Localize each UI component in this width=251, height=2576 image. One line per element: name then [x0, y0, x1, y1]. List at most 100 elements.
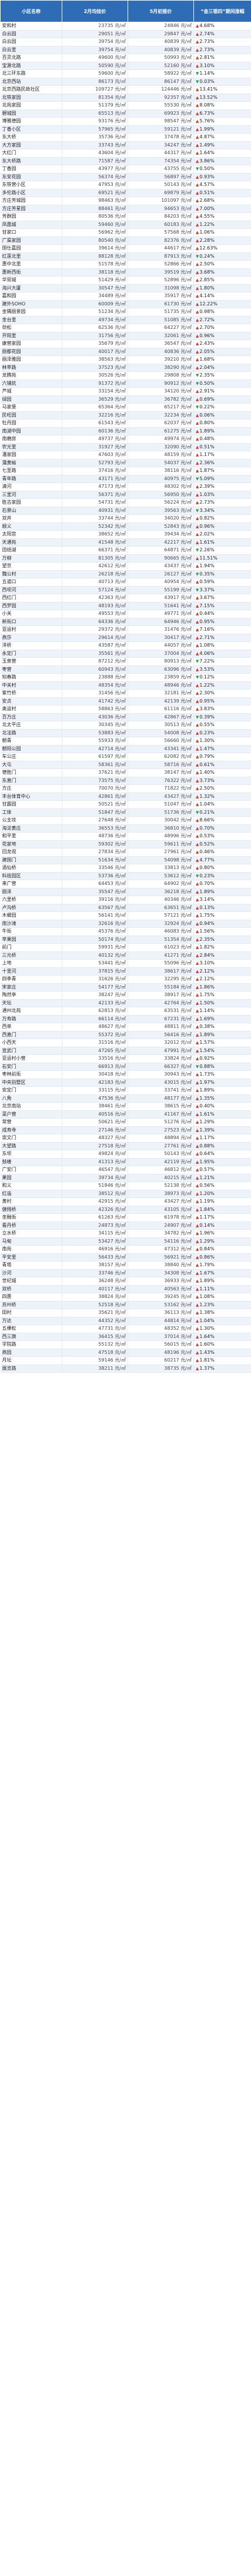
table-row: 五棵松 47731 元/㎡ 48352 元/㎡ ▲1.30%: [0, 1324, 251, 1333]
feb-price-value: 65364: [98, 404, 113, 410]
price-unit: 元/㎡: [115, 372, 126, 378]
arrow-up-icon: ▲: [196, 746, 199, 751]
price-unit: 元/㎡: [180, 1016, 192, 1021]
price-unit: 元/㎡: [180, 269, 192, 275]
feb-price-cell: 33516 元/㎡: [62, 1054, 128, 1063]
may-price-cell: 56224 元/㎡: [128, 498, 194, 507]
change-value: 1.47%: [199, 745, 215, 751]
change-value: 2.30%: [199, 690, 215, 696]
change-value: 1.94%: [199, 563, 215, 569]
header-change: “金三银四”期间涨幅: [193, 0, 251, 22]
may-price-value: 32090: [164, 444, 179, 450]
may-price-value: 29847: [164, 31, 179, 36]
community-name: 太阳宫: [0, 530, 62, 539]
change-value: 1.08%: [199, 643, 215, 648]
table-row: 嘉和园 34489 元/㎡ 35917 元/㎡ ▲4.14%: [0, 292, 251, 301]
may-price-value: 34020: [164, 515, 179, 521]
change-value: 0.13%: [199, 904, 215, 910]
price-unit: 元/㎡: [180, 754, 192, 760]
may-price-cell: 44814 元/㎡: [128, 1317, 194, 1325]
table-row: 大方家园 33743 元/㎡ 34247 元/㎡ ▲1.49%: [0, 141, 251, 149]
may-price-value: 82376: [164, 237, 179, 243]
may-price-value: 61730: [164, 301, 179, 307]
change-cell: ▲1.89%: [193, 1031, 251, 1039]
may-price-value: 43341: [164, 745, 179, 751]
community-name: 东铁营小区: [0, 181, 62, 189]
feb-price-value: 51429: [98, 277, 113, 283]
may-price-cell: 46812 元/㎡: [128, 1166, 194, 1174]
feb-price-value: 35621: [98, 1310, 113, 1316]
change-cell: ▲6.73%: [193, 109, 251, 118]
feb-price-value: 29051: [98, 31, 113, 36]
feb-price-cell: 35679 元/㎡: [62, 340, 128, 348]
table-row: 酒仙桥 33546 元/㎡ 33813 元/㎡ ▲0.80%: [0, 864, 251, 873]
may-price-cell: 69879 元/㎡: [128, 189, 194, 197]
community-name: 南磨房: [0, 435, 62, 444]
may-price-cell: 32181 元/㎡: [128, 689, 194, 698]
may-price-value: 55199: [164, 587, 179, 593]
feb-price-cell: 48193 元/㎡: [62, 602, 128, 610]
feb-price-cell: 51847 元/㎡: [62, 808, 128, 817]
table-row: 西红门 42363 元/㎡ 43917 元/㎡ ▲3.67%: [0, 594, 251, 603]
price-unit: 元/㎡: [180, 618, 192, 624]
community-name: 金台里: [0, 316, 62, 324]
may-price-cell: 39210 元/㎡: [128, 355, 194, 364]
table-row: 田村 35621 元/㎡ 36113 元/㎡ ▲1.38%: [0, 1309, 251, 1317]
feb-price-cell: 53441 元/㎡: [62, 959, 128, 968]
price-unit: 元/㎡: [115, 1294, 126, 1300]
feb-price-cell: 66913 元/㎡: [62, 1063, 128, 1071]
change-value: 1.84%: [199, 1206, 215, 1212]
change-value: 1.43%: [199, 1349, 215, 1355]
arrow-up-icon: ▲: [196, 897, 199, 903]
feb-price-cell: 47731 元/㎡: [62, 1324, 128, 1333]
feb-price-cell: 70070 元/㎡: [62, 784, 128, 793]
change-value: 1.08%: [199, 1294, 215, 1300]
change-cell: ▲0.80%: [193, 419, 251, 428]
arrow-up-icon: ▲: [196, 929, 199, 934]
price-unit: 元/㎡: [180, 761, 192, 767]
change-value: 0.61%: [199, 761, 215, 767]
feb-price-value: 27648: [98, 817, 113, 823]
price-unit: 元/㎡: [115, 777, 126, 783]
change-value: 1.61%: [199, 1111, 215, 1117]
table-row: 胜古家园 54731 元/㎡ 56224 元/㎡ ▲2.73%: [0, 498, 251, 507]
change-cell: ▲1.94%: [193, 562, 251, 571]
arrow-up-icon: ▲: [196, 87, 199, 92]
may-price-cell: 48177 元/㎡: [128, 1094, 194, 1103]
arrow-up-icon: ▲: [196, 55, 199, 61]
change-cell: ▲0.53%: [193, 832, 251, 841]
community-name: 嘉和园: [0, 292, 62, 301]
feb-price-value: 73575: [98, 777, 113, 783]
feb-price-cell: 41548 元/㎡: [62, 538, 128, 547]
may-price-value: 64902: [164, 881, 179, 887]
table-row: 三里河 56371 元/㎡ 56950 元/㎡ ▲1.03%: [0, 491, 251, 499]
arrow-down-icon: ▼: [196, 405, 199, 410]
may-price-value: 51354: [164, 936, 179, 942]
change-value: 1.75%: [199, 913, 215, 918]
price-unit: 元/㎡: [115, 611, 126, 617]
price-unit: 元/㎡: [115, 650, 126, 656]
community-name: 甘露园: [0, 800, 62, 809]
arrow-up-icon: ▲: [196, 1175, 199, 1180]
change-value: 7.15%: [199, 603, 215, 608]
feb-price-cell: 39754 元/㎡: [62, 46, 128, 54]
arrow-up-icon: ▲: [196, 707, 199, 712]
price-unit: 元/㎡: [180, 357, 192, 362]
may-price-cell: 27761 元/㎡: [128, 1142, 194, 1150]
feb-price-value: 44352: [98, 1317, 113, 1323]
table-row: 安贞 41742 元/㎡ 42139 元/㎡ ▲0.95%: [0, 697, 251, 705]
arrow-up-icon: ▲: [196, 484, 199, 490]
change-cell: ▼2.35%: [193, 371, 251, 380]
feb-price-cell: 50174 元/㎡: [62, 936, 128, 944]
price-unit: 元/㎡: [115, 420, 126, 426]
may-price-cell: 51276 元/㎡: [128, 1118, 194, 1127]
community-name: 安贞: [0, 697, 62, 705]
change-value: 1.06%: [199, 229, 215, 235]
feb-price-cell: 33115 元/㎡: [62, 1086, 128, 1095]
feb-price-cell: 60943 元/㎡: [62, 665, 128, 674]
may-price-cell: 98547 元/㎡: [128, 117, 194, 126]
feb-price-cell: 44352 元/㎡: [62, 1317, 128, 1325]
feb-price-value: 47731: [98, 1326, 113, 1332]
arrow-down-icon: ▼: [196, 810, 199, 815]
arrow-up-icon: ▲: [196, 1334, 199, 1339]
